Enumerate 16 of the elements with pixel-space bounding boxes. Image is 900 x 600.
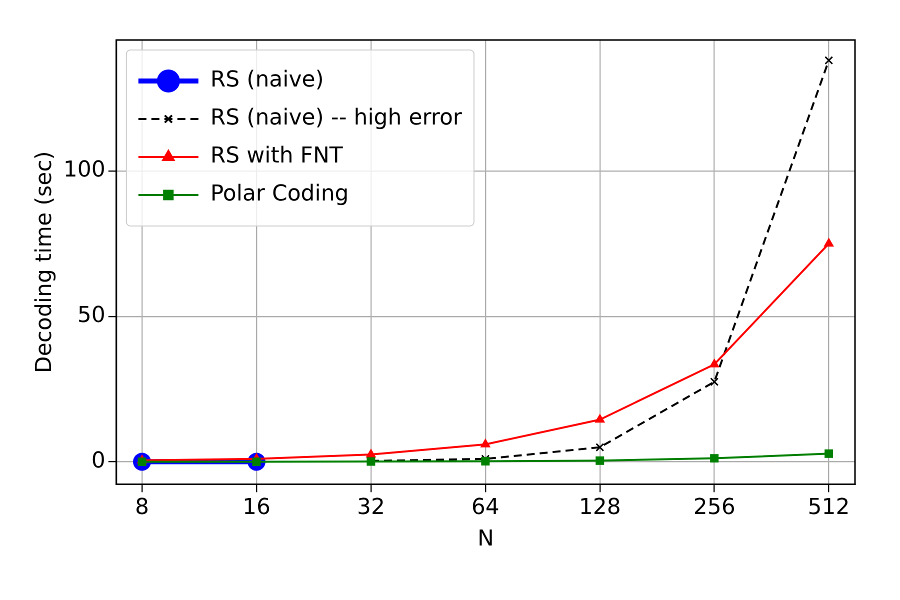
x-tick-label: 64 bbox=[471, 495, 500, 520]
x-tick-label: 16 bbox=[242, 495, 270, 520]
legend-label: RS (naive) -- high error bbox=[210, 106, 463, 131]
legend-label: RS (naive) bbox=[210, 68, 324, 93]
x-tick-label: 8 bbox=[135, 495, 150, 520]
x-axis-title: N bbox=[477, 526, 494, 552]
legend-label: Polar Coding bbox=[210, 182, 349, 207]
y-tick-label: 50 bbox=[77, 303, 106, 328]
x-tick-label: 512 bbox=[808, 495, 850, 520]
x-tick-label: 256 bbox=[693, 495, 736, 520]
y-tick-label: 0 bbox=[91, 448, 106, 474]
x-tick-label: 128 bbox=[578, 495, 621, 520]
x-tick-label: 32 bbox=[356, 495, 385, 520]
legend-label: RS with FNT bbox=[210, 144, 344, 169]
y-axis-title: Decoding time (sec) bbox=[32, 151, 57, 374]
y-tick-label: 100 bbox=[63, 158, 106, 183]
